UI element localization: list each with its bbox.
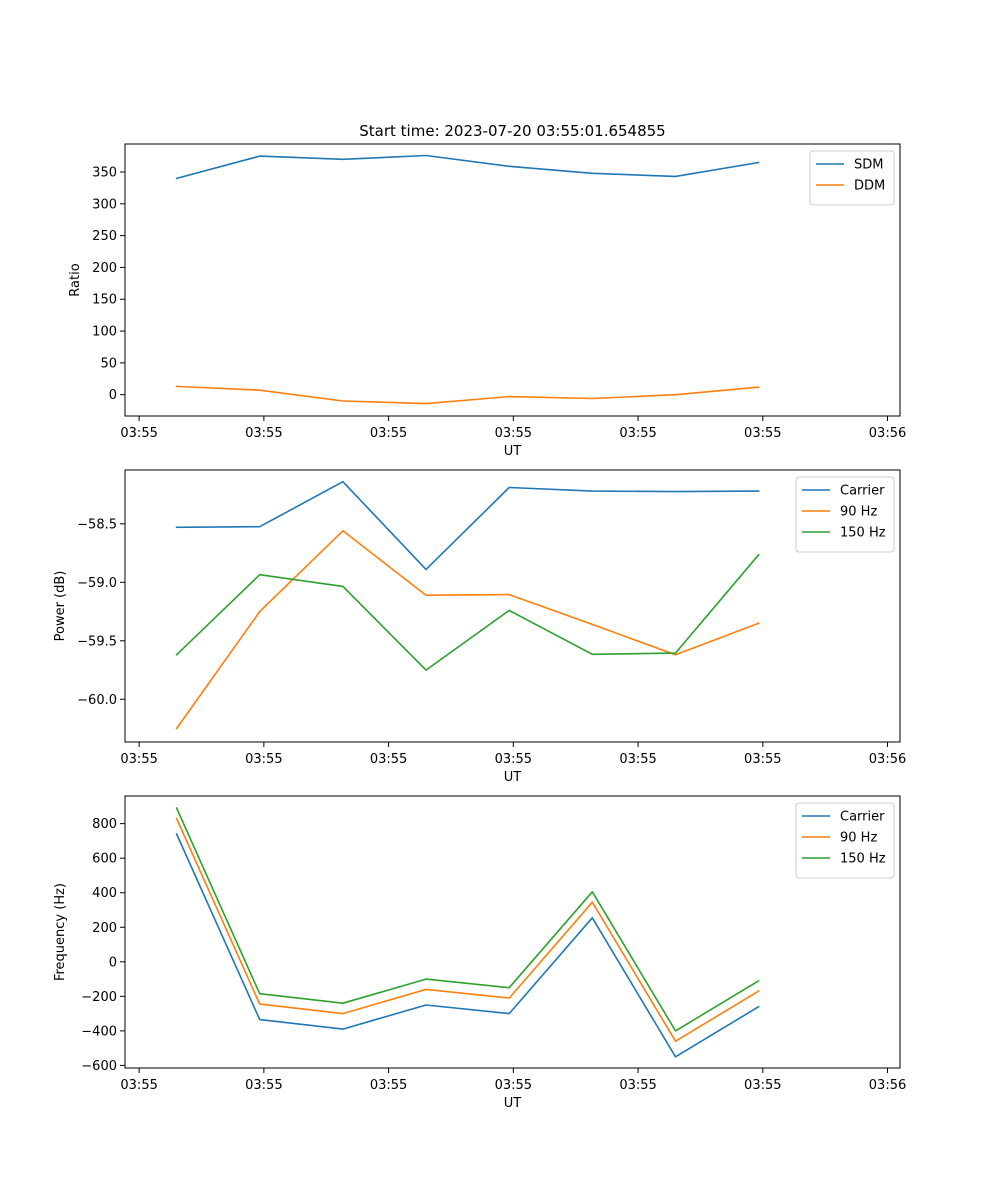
ratio-y-tick-label: 250 bbox=[92, 229, 117, 244]
power-x-tick-label: 03:55 bbox=[120, 752, 157, 767]
frequency-y-axis-label: Frequency (Hz) bbox=[53, 883, 68, 981]
frequency-y-tick-label: 600 bbox=[92, 852, 117, 867]
frequency-x-tick-label: 03:55 bbox=[120, 1078, 157, 1093]
frequency-y-tick-label: 200 bbox=[92, 921, 117, 936]
frequency-legend-label-carrier: Carrier bbox=[840, 810, 885, 825]
ratio-legend-label-sdm: SDM bbox=[854, 158, 883, 173]
frequency-x-tick-label: 03:56 bbox=[869, 1078, 906, 1093]
ratio-legend: SDM DDM bbox=[809, 150, 895, 206]
power-legend: Carrier 90 Hz 150 Hz bbox=[795, 476, 895, 553]
ratio-x-tick-label: 03:55 bbox=[245, 426, 282, 441]
frequency-x-tick-label: 03:55 bbox=[495, 1078, 532, 1093]
power-90-hz-line bbox=[175, 529, 760, 730]
frequency-y-tick-label: −200 bbox=[81, 990, 117, 1005]
ratio-y-tick-label: 150 bbox=[92, 293, 117, 308]
frequency-x-tick-label: 03:55 bbox=[619, 1078, 656, 1093]
frequency-150-hz-line bbox=[175, 807, 760, 1032]
ratio-sdm-line bbox=[175, 154, 760, 180]
frequency-legend-label-150-hz: 150 Hz bbox=[840, 852, 886, 867]
power-y-tick-label: −59.0 bbox=[77, 576, 117, 591]
ratio-y-tick-label: 350 bbox=[92, 165, 117, 180]
ratio-y-axis-label: Ratio bbox=[68, 263, 83, 296]
figure-title: Start time: 2023-07-20 03:55:01.654855 bbox=[359, 122, 665, 140]
power-x-tick-label: 03:55 bbox=[619, 752, 656, 767]
power-y-tick-label: −60.0 bbox=[77, 693, 117, 708]
frequency-x-axis-label: UT bbox=[504, 1096, 522, 1111]
power-legend-label-150-hz: 150 Hz bbox=[840, 526, 886, 541]
ratio-x-tick-label: 03:55 bbox=[120, 426, 157, 441]
power-panel: 03:55 03:55 03:55 03:55 03:55 03:55 03:56 −60.0… bbox=[53, 469, 906, 785]
ratio-legend-label-ddm: DDM bbox=[854, 179, 885, 194]
ratio-y-tick-label: 200 bbox=[92, 261, 117, 276]
power-carrier-line bbox=[175, 480, 760, 571]
ratio-y-tick-label: 100 bbox=[92, 325, 117, 340]
power-y-tick-label: −59.5 bbox=[77, 634, 117, 649]
ratio-ddm-line bbox=[175, 385, 760, 405]
ratio-axes-frame bbox=[124, 143, 901, 417]
ratio-x-axis-label: UT bbox=[504, 444, 522, 459]
frequency-legend-box bbox=[795, 802, 895, 879]
power-legend-box bbox=[795, 476, 895, 553]
frequency-y-tick-label: −600 bbox=[81, 1059, 117, 1074]
ratio-panel: 03:55 03:55 03:55 03:55 03:55 03:55 03:56 0 50 10… bbox=[68, 143, 906, 459]
frequency-x-tick-label: 03:55 bbox=[370, 1078, 407, 1093]
frequency-y-tick-label: −400 bbox=[81, 1024, 117, 1039]
frequency-x-tick-label: 03:55 bbox=[245, 1078, 282, 1093]
frequency-axes-frame bbox=[124, 795, 901, 1069]
frequency-series-group bbox=[175, 807, 760, 1058]
ratio-x-tick-label: 03:55 bbox=[495, 426, 532, 441]
power-x-tick-label: 03:55 bbox=[495, 752, 532, 767]
frequency-legend-label-90-hz: 90 Hz bbox=[840, 831, 877, 846]
frequency-x-tick-label: 03:55 bbox=[744, 1078, 781, 1093]
power-legend-label-90-hz: 90 Hz bbox=[840, 505, 877, 520]
frequency-legend: Carrier 90 Hz 150 Hz bbox=[795, 802, 895, 879]
power-axes-frame bbox=[124, 469, 901, 743]
power-x-tick-label: 03:55 bbox=[744, 752, 781, 767]
frequency-y-tick-label: 800 bbox=[92, 817, 117, 832]
frequency-panel: 03:55 03:55 03:55 03:55 03:55 03:55 03:56 −600 −… bbox=[53, 795, 906, 1111]
power-x-axis-label: UT bbox=[504, 770, 522, 785]
power-x-tick-label: 03:55 bbox=[370, 752, 407, 767]
power-x-tick-label: 03:55 bbox=[245, 752, 282, 767]
ratio-y-tick-label: 0 bbox=[109, 388, 117, 403]
ratio-y-tick-label: 50 bbox=[100, 356, 117, 371]
frequency-90-hz-line bbox=[175, 817, 760, 1042]
frequency-y-tick-label: 400 bbox=[92, 886, 117, 901]
ratio-x-tick-label: 03:55 bbox=[744, 426, 781, 441]
ratio-series-group bbox=[175, 154, 760, 405]
power-y-tick-label: −58.5 bbox=[77, 517, 117, 532]
ratio-x-tick-label: 03:55 bbox=[370, 426, 407, 441]
ratio-y-tick-label: 300 bbox=[92, 197, 117, 212]
frequency-carrier-line bbox=[175, 832, 760, 1058]
power-series-group bbox=[175, 480, 760, 730]
power-legend-label-carrier: Carrier bbox=[840, 484, 885, 499]
ratio-x-tick-label: 03:55 bbox=[619, 426, 656, 441]
power-150-hz-line bbox=[175, 553, 760, 671]
power-y-axis-label: Power (dB) bbox=[53, 571, 68, 642]
frequency-y-tick-label: 0 bbox=[109, 955, 117, 970]
ratio-x-tick-label: 03:56 bbox=[869, 426, 906, 441]
power-x-tick-label: 03:56 bbox=[869, 752, 906, 767]
